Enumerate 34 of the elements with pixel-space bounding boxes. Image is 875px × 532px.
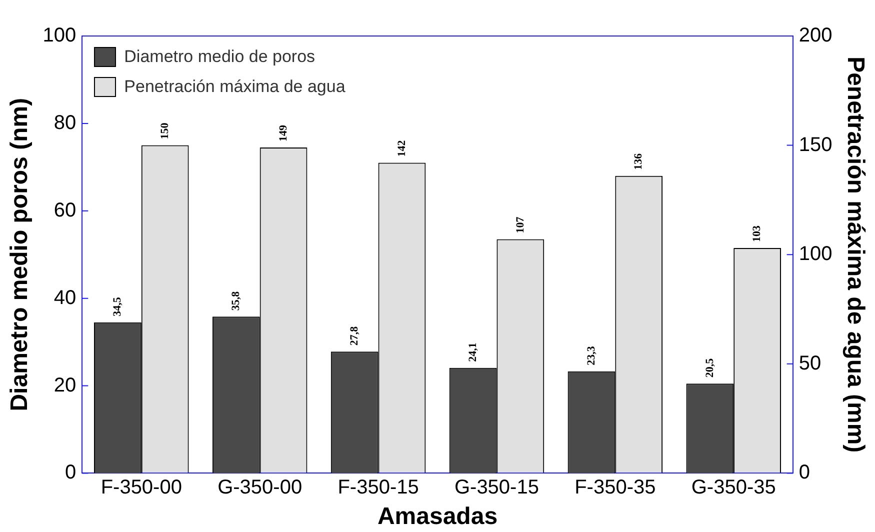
x-tick-label: F-350-35 <box>574 476 656 499</box>
x-tick-label: G-350-15 <box>454 476 539 499</box>
y-tick-label: 80 <box>54 112 76 134</box>
x-tick-label: F-350-15 <box>338 476 419 499</box>
data-label: 136 <box>632 152 645 170</box>
data-label: 35,8 <box>230 290 242 311</box>
y-tick-label: 100 <box>42 24 76 47</box>
y2-tick-label: 0 <box>798 462 810 484</box>
data-label: 149 <box>277 124 290 142</box>
y-tick-label: 0 <box>65 462 76 484</box>
data-label: 23,3 <box>585 346 598 366</box>
legend-label: Diametro medio de poros <box>124 46 316 68</box>
data-label: 27,8 <box>348 326 360 346</box>
legend-label: Penetración máxima de agua <box>124 76 346 98</box>
data-label: 103 <box>751 225 764 242</box>
data-label: 107 <box>514 216 526 234</box>
y2-tick-label: 100 <box>798 243 832 266</box>
y2-tick-label: 50 <box>798 352 822 374</box>
y-tick-label: 20 <box>54 374 76 396</box>
x-tick-label: G-350-00 <box>218 476 302 499</box>
x-axis-title: Amasadas <box>377 503 498 530</box>
y2-tick-label: 200 <box>798 24 832 47</box>
data-label: 24,1 <box>466 342 479 362</box>
y2-axis-title: Penetración máxima de agua (mm) <box>842 56 869 453</box>
data-label: 34,5 <box>112 296 124 316</box>
data-label: 142 <box>396 140 408 157</box>
y-tick-label: 40 <box>54 286 76 309</box>
data-label: 20,5 <box>704 358 716 378</box>
data-label: 150 <box>158 122 171 140</box>
x-tick-label: G-350-35 <box>691 476 776 499</box>
y2-tick-label: 150 <box>798 134 832 156</box>
x-tick-label: F-350-00 <box>100 476 182 499</box>
y-tick-label: 60 <box>54 199 76 222</box>
y-axis-title: Diametro medio poros (nm) <box>6 98 34 412</box>
